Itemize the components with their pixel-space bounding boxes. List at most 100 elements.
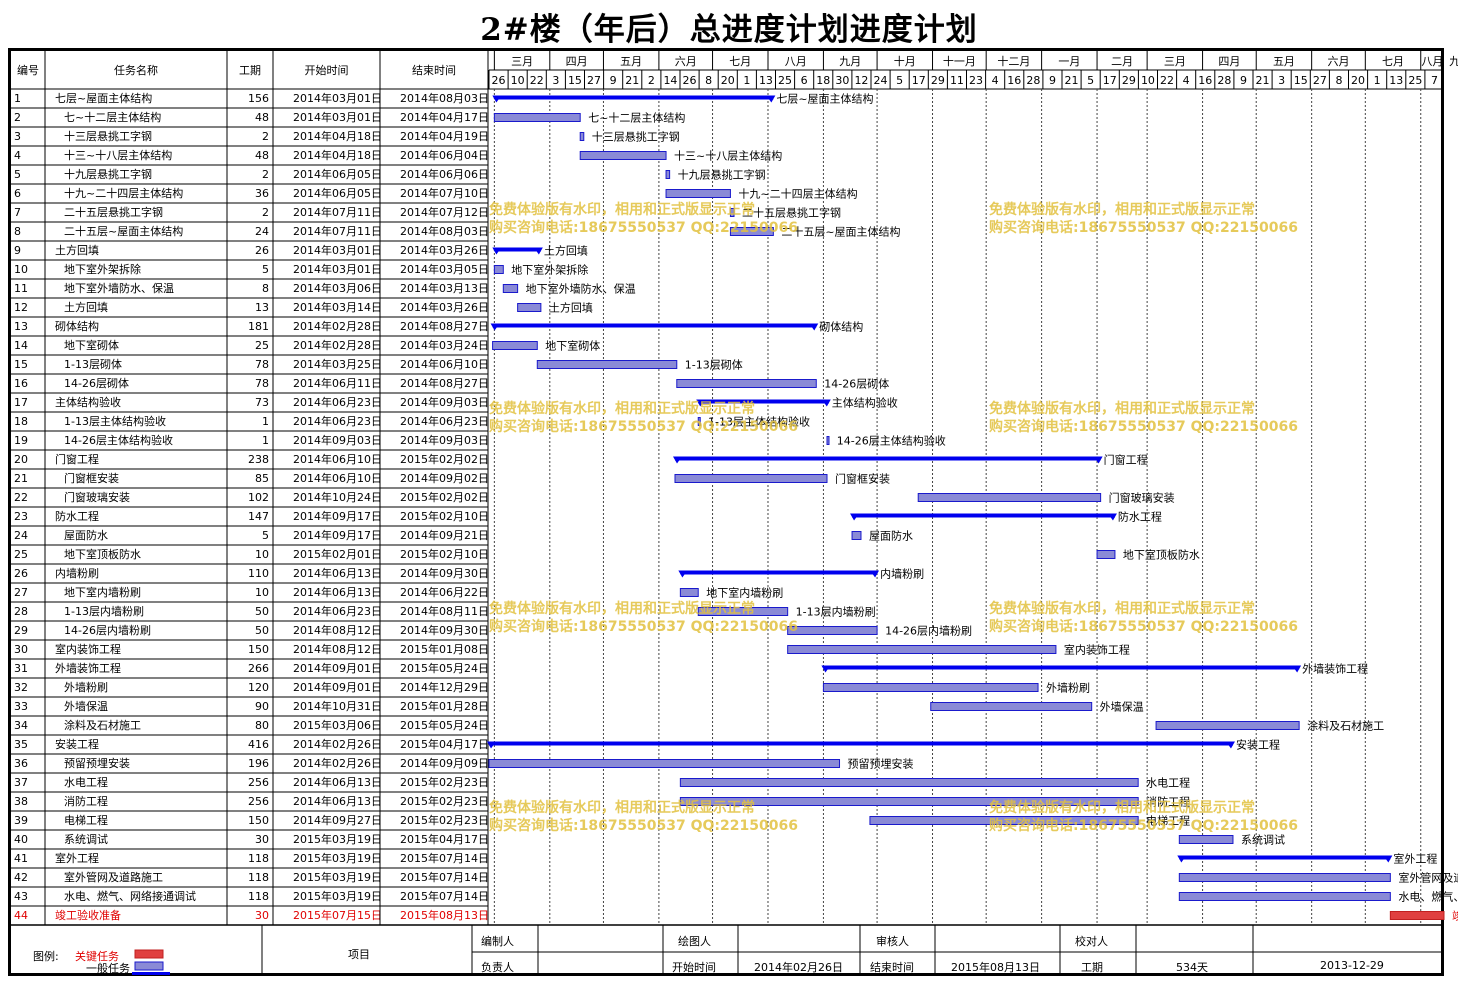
- month-label: 十二月: [997, 54, 1030, 68]
- task-bar: [502, 284, 519, 293]
- week-label: 12: [854, 74, 868, 87]
- task-start: 2014年06月23日: [293, 605, 382, 618]
- table-row: 42 室外管网及道路施工 118 2015年03月19日 2015年07月14日: [11, 868, 489, 887]
- task-end: 2015年02月10日: [400, 510, 489, 523]
- table-row: 14 地下室砌体 25 2014年02月28日 2014年03月24日: [11, 336, 489, 355]
- task-bar: [822, 683, 1039, 692]
- summary-end-marker: [1292, 665, 1302, 673]
- task-id: 43: [14, 890, 28, 903]
- task-bar: [729, 208, 735, 217]
- task-bar: [536, 360, 678, 369]
- task-duration: 181: [248, 320, 269, 333]
- task-name: 土方回填: [64, 301, 108, 314]
- task-end: 2014年09月09日: [400, 757, 489, 770]
- task-start: 2014年10月24日: [293, 491, 382, 504]
- table-row: 8 二十五层~屋面主体结构 24 2014年07月11日 2014年08月03日: [11, 222, 489, 241]
- week-label: 30: [835, 74, 849, 87]
- task-bar: [1178, 835, 1234, 844]
- task-bar: [729, 227, 774, 236]
- task-name: 预留预埋安装: [64, 757, 130, 770]
- task-id: 35: [14, 738, 28, 751]
- footer-duration-value: 534天: [1176, 961, 1208, 974]
- task-bar-label: 七层~屋面主体结构: [776, 92, 873, 106]
- week-label: 24: [874, 74, 888, 87]
- week-label: 22: [530, 74, 544, 87]
- task-id: 6: [14, 187, 21, 200]
- task-bar: [488, 759, 841, 768]
- week-label: 20: [1351, 74, 1365, 87]
- week-label: 25: [1408, 74, 1422, 87]
- summary-start-marker: [492, 95, 502, 103]
- month-label: 四月: [1218, 55, 1240, 68]
- task-end: 2015年01月28日: [400, 700, 489, 713]
- task-name: 1-13层主体结构验收: [64, 415, 166, 428]
- summary-end-marker: [766, 95, 776, 103]
- task-bar-label: 14-26层内墙粉刷: [885, 624, 972, 638]
- task-id: 9: [14, 244, 21, 257]
- task-end: 2014年06月10日: [400, 358, 489, 371]
- task-start: 2014年06月23日: [293, 396, 382, 409]
- week-label: 26: [683, 74, 697, 87]
- task-start: 2014年02月26日: [293, 738, 382, 751]
- task-duration: 13: [255, 301, 269, 314]
- week-label: 22: [1160, 74, 1174, 87]
- task-name: 系统调试: [64, 833, 108, 846]
- task-id: 40: [14, 833, 28, 846]
- footer-date-value: 2013-12-29: [1320, 959, 1384, 972]
- task-id: 42: [14, 871, 28, 884]
- task-name: 门窗工程: [55, 453, 99, 466]
- task-end: 2014年06月04日: [400, 149, 489, 162]
- task-duration: 118: [248, 871, 269, 884]
- task-duration: 8: [262, 282, 269, 295]
- task-id: 3: [14, 130, 21, 143]
- week-label: 15: [568, 74, 582, 87]
- task-id: 14: [14, 339, 28, 352]
- task-start: 2014年03月06日: [293, 282, 382, 295]
- task-duration: 85: [255, 472, 269, 485]
- table-row: 43 水电、燃气、网络接通调试 118 2015年03月19日 2015年07月14日: [11, 887, 489, 906]
- watermark: 免费体验版有水印，相用和正式版显示正常 购买咨询电话:18675550537 QQ…: [489, 401, 798, 435]
- task-end: 2014年04月19日: [400, 130, 489, 143]
- task-bar-label: 十三层悬挑工字钢: [592, 130, 680, 144]
- page-title: 2#楼（年后）总进度计划进度计划: [480, 12, 978, 48]
- task-id: 20: [14, 453, 28, 466]
- task-bar: [493, 265, 504, 274]
- legend-normal-swatch: [134, 961, 164, 971]
- table-row: 26 内墙粉刷 110 2014年06月13日 2014年09月30日: [11, 564, 489, 583]
- task-end: 2015年02月02日: [400, 453, 489, 466]
- task-end: 2015年04月17日: [400, 833, 489, 846]
- task-start: 2014年06月23日: [293, 415, 382, 428]
- task-duration: 50: [255, 624, 269, 637]
- table-row: 20 门窗工程 238 2014年06月10日 2015年02月02日: [11, 450, 489, 469]
- task-start: 2014年09月03日: [293, 434, 382, 447]
- task-start: 2014年07月11日: [293, 206, 382, 219]
- task-name: 外墙粉刷: [64, 681, 108, 694]
- task-bar: [697, 607, 789, 616]
- task-start: 2014年03月14日: [293, 301, 382, 314]
- table-row: 31 外墙装饰工程 266 2014年09月01日 2015年05月24日: [11, 659, 489, 678]
- task-bar: [674, 474, 828, 483]
- task-start: 2014年06月13日: [293, 795, 382, 808]
- week-label: 17: [1103, 74, 1117, 87]
- task-bar-label: 安装工程: [1236, 738, 1280, 752]
- task-id: 19: [14, 434, 28, 447]
- task-bar-label: 土方回填: [544, 244, 588, 258]
- table-row: 4 十三~十八层主体结构 48 2014年04月18日 2014年06月04日: [11, 146, 489, 165]
- task-end: 2015年02月10日: [400, 548, 489, 561]
- summary-bar: [489, 741, 1233, 746]
- task-bar-label: 1-13层砌体: [685, 358, 743, 372]
- task-end: 2014年09月03日: [400, 434, 489, 447]
- task-bar-label: 门窗框安装: [835, 472, 890, 486]
- task-end: 2015年05月24日: [400, 662, 489, 675]
- task-duration: 48: [255, 111, 269, 124]
- task-name: 外墙保温: [64, 700, 108, 713]
- task-id: 38: [14, 795, 28, 808]
- task-bar: [676, 379, 817, 388]
- legend-critical-swatch: [134, 949, 164, 959]
- week-label: 10: [1141, 74, 1155, 87]
- task-duration: 5: [262, 263, 269, 276]
- week-label: 16: [1198, 74, 1212, 87]
- task-bar: [679, 588, 699, 597]
- task-start: 2015年03月19日: [293, 852, 382, 865]
- task-name: 二十五层悬挑工字钢: [64, 206, 163, 219]
